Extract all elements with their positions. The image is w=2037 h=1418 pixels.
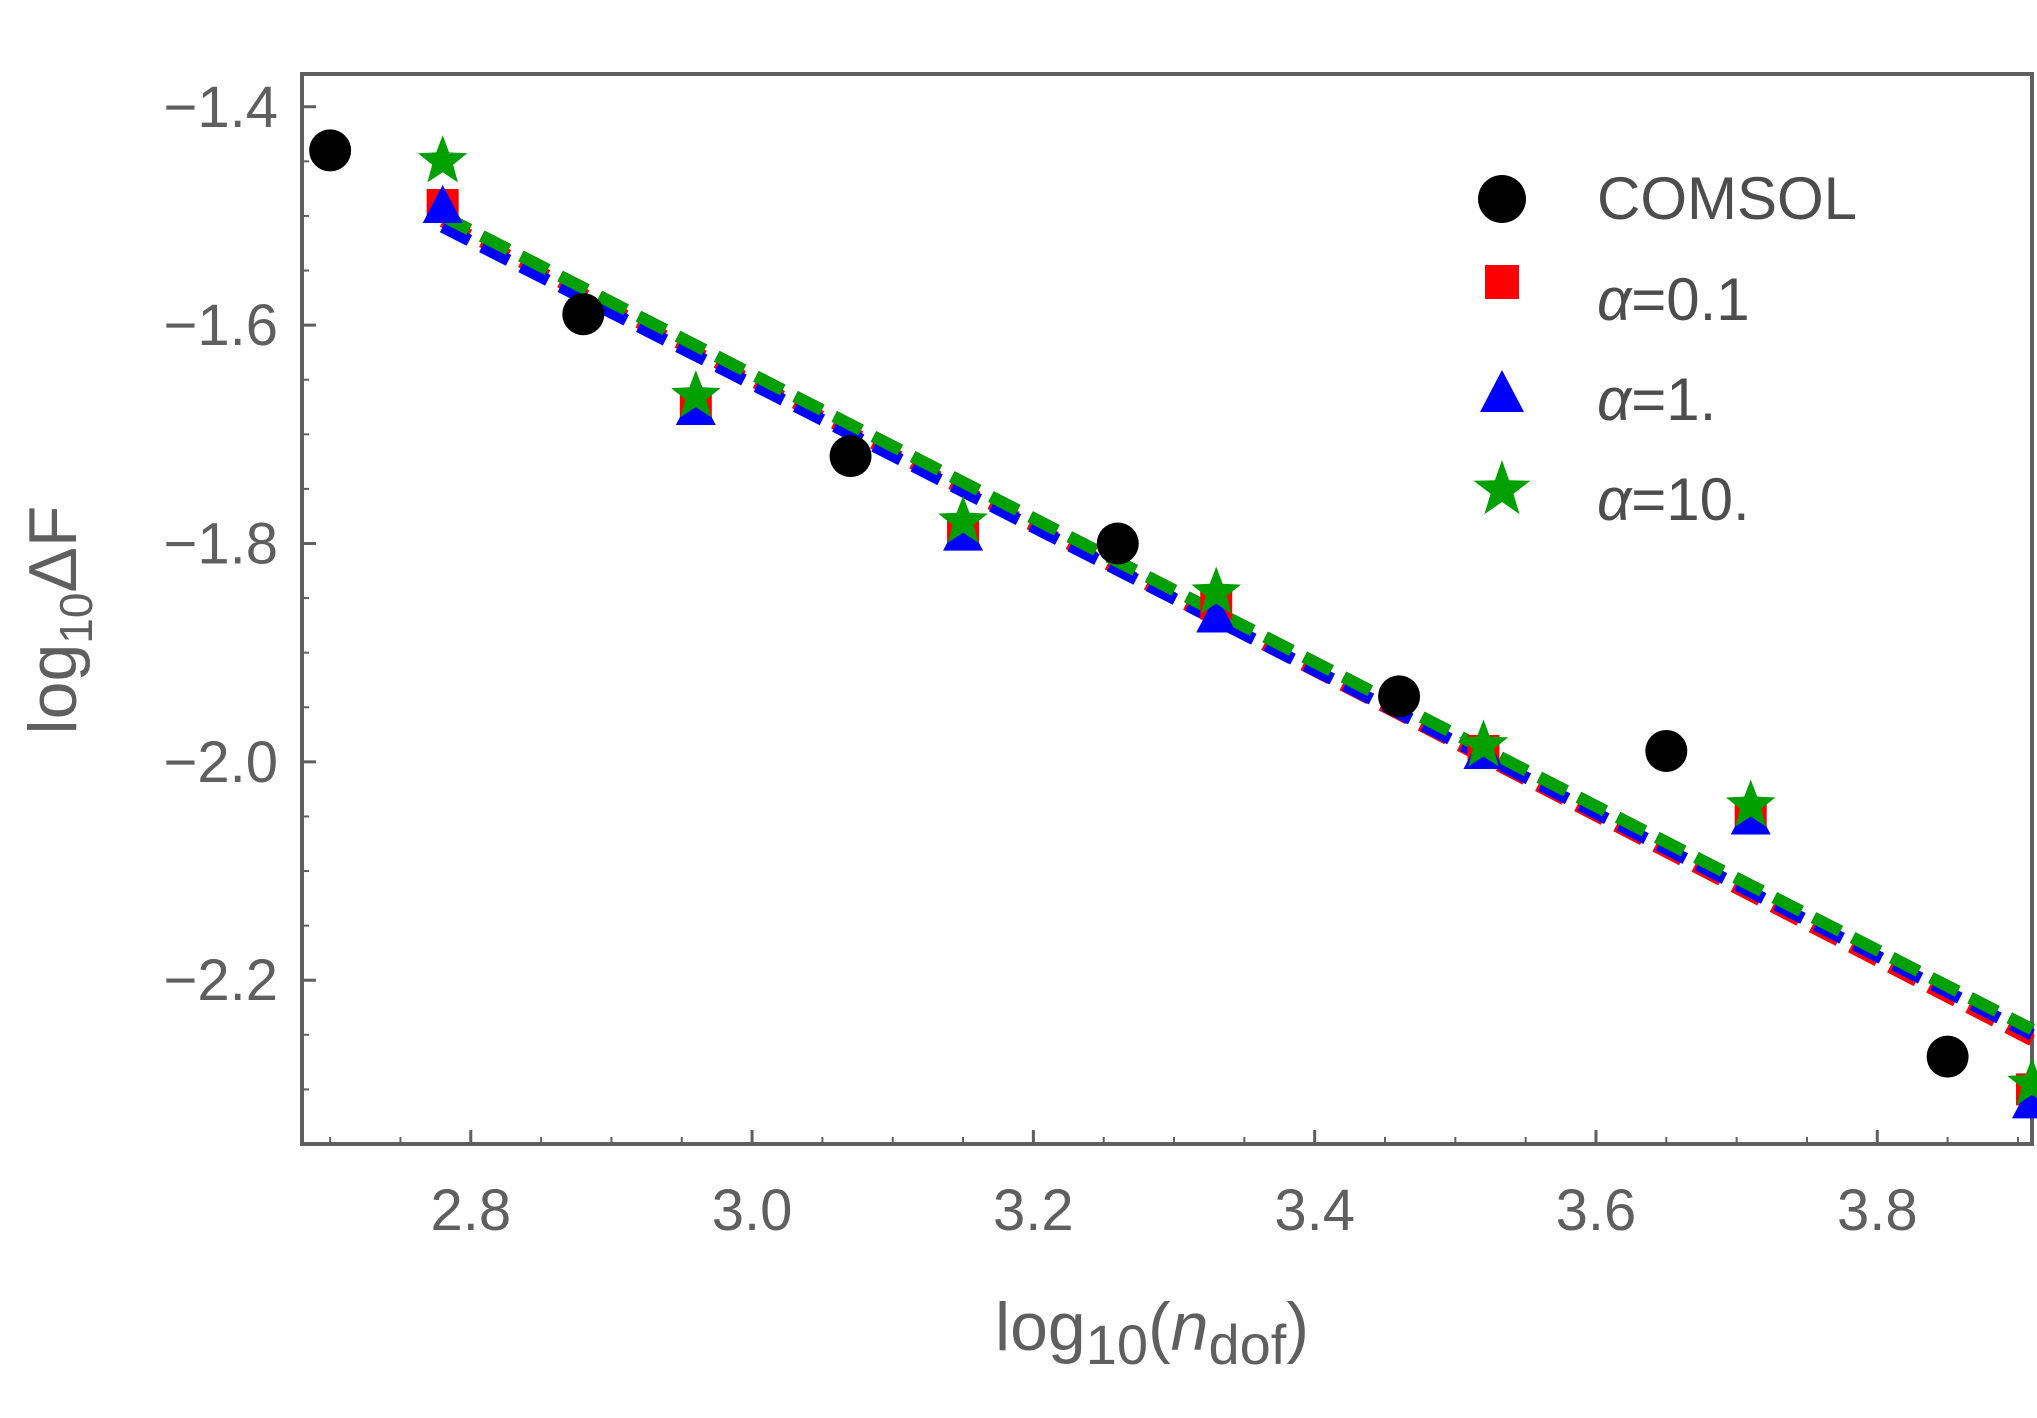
y-axis-label-main: ΔF	[15, 506, 91, 593]
data-point-alpha=10.	[1458, 719, 1509, 767]
x-axis-label-var: n	[1171, 1289, 1209, 1365]
y-axis-label-sub: 10	[50, 593, 102, 644]
data-point-COMSOL	[1096, 522, 1139, 565]
data-point-alpha=10.	[1726, 779, 1776, 827]
data-point-alpha=10.	[671, 370, 721, 418]
legend-label-var: α	[1597, 266, 1633, 333]
legend-label: α=1.	[1597, 366, 1716, 433]
x-axis-label: log10(ndof)	[995, 1289, 1309, 1376]
data-point-alpha=10.	[1191, 566, 1241, 614]
x-axis-label-close: )	[1286, 1289, 1309, 1365]
legend-item-alpha-1: α=1.	[1480, 366, 1716, 433]
y-tick-label: −1.6	[164, 293, 279, 358]
legend-marker-triangle	[1480, 370, 1524, 412]
fit-lines	[439, 210, 2035, 1046]
legend-item-alpha-10: α=10.	[1473, 460, 1750, 533]
x-tick-label: 3.4	[1274, 1178, 1355, 1243]
fit-line-alpha=1.	[439, 221, 2035, 1041]
x-tick-label: 3.8	[1837, 1178, 1918, 1243]
legend-item-alpha-0-1: α=0.1	[1485, 265, 1750, 333]
legend-marker-circle	[1478, 175, 1526, 223]
data-point-COMSOL	[1926, 1035, 1969, 1078]
y-tick-label: −1.8	[164, 511, 279, 576]
legend-label: α=0.1	[1597, 266, 1750, 333]
data-point-COMSOL	[1378, 675, 1421, 718]
y-axis-label: log10ΔF	[15, 506, 102, 735]
x-axis-label-sub: 10	[1086, 1313, 1148, 1376]
legend-label-var: α	[1597, 366, 1633, 433]
data-point-COMSOL	[1645, 729, 1688, 772]
data-point-COMSOL	[309, 129, 352, 172]
legend-label-text: =0.1	[1631, 266, 1749, 333]
x-tick-label: 3.0	[712, 1178, 793, 1243]
y-tick-label: −2.0	[164, 730, 279, 795]
y-tick-label: −2.2	[164, 948, 279, 1013]
data-points	[309, 129, 2037, 1119]
x-tick-label: 3.6	[1556, 1178, 1637, 1243]
data-point-alpha=10.	[417, 135, 468, 183]
x-tick-label: 3.2	[993, 1178, 1074, 1243]
data-point-COMSOL	[562, 293, 605, 336]
x-axis-label-open: (	[1148, 1289, 1171, 1365]
legend-label-text: =1.	[1631, 366, 1716, 433]
data-point-COMSOL	[829, 435, 872, 478]
x-axis-label-prefix: log	[995, 1289, 1086, 1365]
legend-item-comsol: COMSOL	[1478, 165, 1857, 232]
x-tick-label: 2.8	[430, 1178, 511, 1243]
y-axis-ticks: −1.4 −1.6 −1.8 −2.0 −2.2	[164, 75, 316, 1145]
fit-line-alpha=10.	[439, 210, 2035, 1035]
data-point-alpha=1.	[422, 185, 463, 224]
legend-label-text: =10.	[1631, 466, 1749, 533]
x-axis-ticks: 2.8 3.0 3.2 3.4 3.6 3.8	[329, 1130, 2019, 1243]
legend-label: COMSOL	[1597, 165, 1857, 232]
data-point-alpha=10.	[938, 495, 988, 543]
data-point-alpha=10.	[2007, 1057, 2037, 1105]
x-axis-label-var-sub: dof	[1209, 1313, 1287, 1376]
legend: COMSOL α=0.1 α=1. α=10.	[1473, 165, 1857, 533]
y-tick-label: −1.4	[164, 75, 279, 140]
legend-marker-star	[1473, 460, 1531, 515]
data-point-alpha=1.	[1196, 594, 1237, 633]
legend-marker-square	[1485, 265, 1519, 299]
plot-frame	[300, 72, 2034, 1146]
legend-label-text: COMSOL	[1597, 165, 1857, 232]
y-axis-label-prefix: log	[15, 644, 91, 735]
legend-label: α=10.	[1597, 466, 1750, 533]
legend-label-var: α	[1597, 466, 1633, 533]
